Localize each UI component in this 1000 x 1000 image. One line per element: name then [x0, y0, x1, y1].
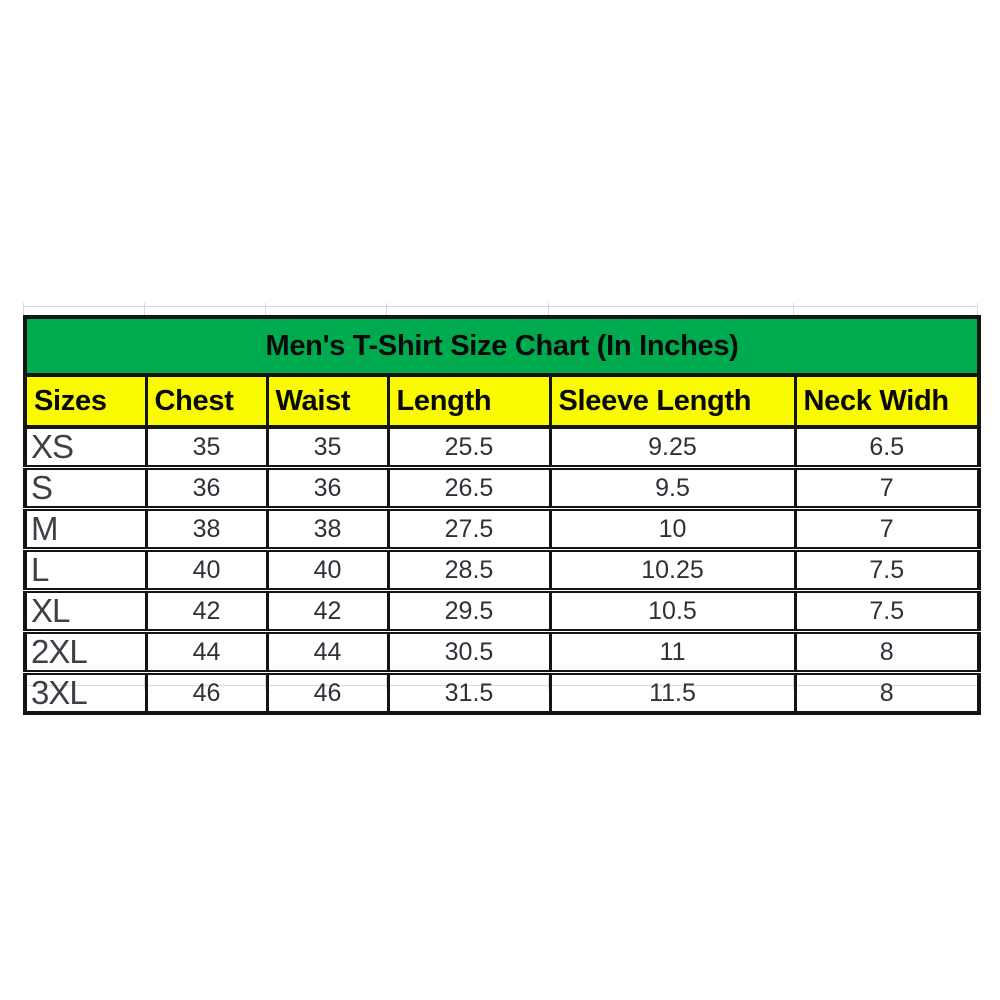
gridline-tick: [23, 303, 24, 315]
gridline-tick: [977, 303, 978, 315]
table-row: XL 42 42 29.5 10.5 7.5: [23, 588, 981, 632]
value-cell: 11: [548, 629, 797, 673]
value-cell: 9.5: [548, 465, 797, 509]
value-cell: 28.5: [386, 547, 552, 591]
size-cell: 2XL: [23, 629, 148, 673]
value-cell: 44: [265, 629, 390, 673]
gridline-tick: [144, 303, 145, 315]
table-row: XS 35 35 25.5 9.25 6.5: [23, 427, 981, 468]
size-chart-table: Men's T-Shirt Size Chart (In Inches) Siz…: [23, 315, 981, 715]
column-header-sleeve-length: Sleeve Length: [548, 375, 797, 429]
column-header-waist: Waist: [265, 375, 390, 429]
value-cell: 38: [265, 506, 390, 550]
value-cell: 31.5: [386, 670, 552, 713]
column-header-sizes: Sizes: [23, 375, 148, 429]
size-cell: S: [23, 465, 148, 509]
table-row: L 40 40 28.5 10.25 7.5: [23, 547, 981, 591]
value-cell: 36: [144, 465, 269, 509]
value-cell: 9.25: [548, 427, 797, 468]
value-cell: 42: [265, 588, 390, 632]
value-cell: 35: [144, 427, 269, 468]
value-cell: 7.5: [793, 547, 981, 591]
size-cell: 3XL: [23, 670, 148, 713]
table-row: 3XL 46 46 31.5 11.5 8: [23, 670, 981, 713]
value-cell: 7: [793, 465, 981, 509]
table-row: 2XL 44 44 30.5 11 8: [23, 629, 981, 673]
title-row: Men's T-Shirt Size Chart (In Inches): [23, 317, 981, 377]
size-cell: L: [23, 547, 148, 591]
value-cell: 30.5: [386, 629, 552, 673]
value-cell: 46: [144, 670, 269, 713]
chart-title: Men's T-Shirt Size Chart (In Inches): [23, 317, 981, 377]
column-header-neck-width: Neck Widh: [793, 375, 981, 429]
value-cell: 8: [793, 629, 981, 673]
value-cell: 40: [144, 547, 269, 591]
column-header-row: Sizes Chest Waist Length Sleeve Length N…: [23, 375, 981, 429]
value-cell: 27.5: [386, 506, 552, 550]
column-header-chest: Chest: [144, 375, 269, 429]
gridline-tick: [265, 303, 266, 315]
value-cell: 10.5: [548, 588, 797, 632]
value-cell: 44: [144, 629, 269, 673]
value-cell: 10.25: [548, 547, 797, 591]
value-cell: 25.5: [386, 427, 552, 468]
table-body: XS 35 35 25.5 9.25 6.5 S 36 36 26.5 9.5 7 M 38 38 27.5 1…: [23, 427, 981, 713]
value-cell: 29.5: [386, 588, 552, 632]
table-row: M 38 38 27.5 10 7: [23, 506, 981, 550]
gridline-tick: [386, 303, 387, 315]
gridline-top: [24, 306, 977, 307]
value-cell: 35: [265, 427, 390, 468]
value-cell: 38: [144, 506, 269, 550]
value-cell: 26.5: [386, 465, 552, 509]
size-cell: XS: [23, 427, 148, 468]
value-cell: 7: [793, 506, 981, 550]
value-cell: 11.5: [548, 670, 797, 713]
value-cell: 8: [793, 670, 981, 713]
table-row: S 36 36 26.5 9.5 7: [23, 465, 981, 509]
gridline-tick: [793, 303, 794, 315]
value-cell: 10: [548, 506, 797, 550]
value-cell: 46: [265, 670, 390, 713]
value-cell: 7.5: [793, 588, 981, 632]
value-cell: 40: [265, 547, 390, 591]
size-cell: M: [23, 506, 148, 550]
size-cell: XL: [23, 588, 148, 632]
value-cell: 6.5: [793, 427, 981, 468]
column-header-length: Length: [386, 375, 552, 429]
gridline-tick: [548, 303, 549, 315]
value-cell: 42: [144, 588, 269, 632]
value-cell: 36: [265, 465, 390, 509]
